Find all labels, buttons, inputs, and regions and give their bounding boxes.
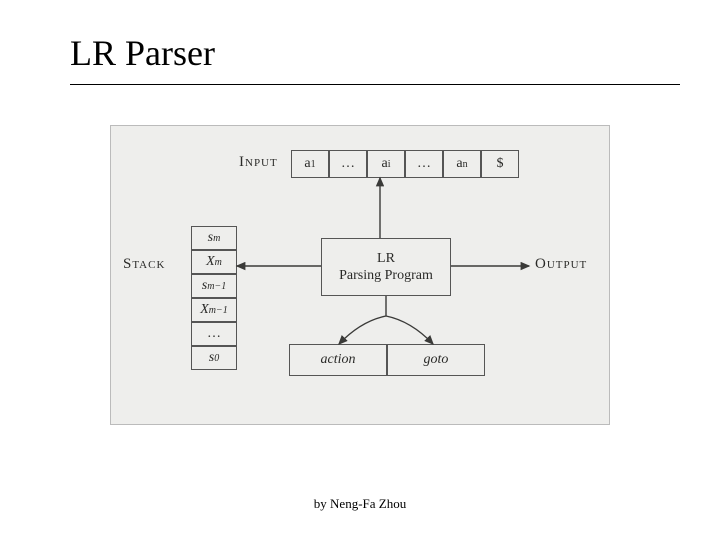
input-label: Input [239,154,278,171]
stack-cell: s0 [191,346,237,370]
input-cell: an [443,150,481,178]
slide: LR Parser Input Stack Output a1…ai…an$ s… [0,0,720,540]
input-cell: ai [367,150,405,178]
parser-box: LR Parsing Program [321,238,451,296]
input-cell: … [329,150,367,178]
input-cell: $ [481,150,519,178]
stack-cell: Xm−1 [191,298,237,322]
lr-parser-diagram: Input Stack Output a1…ai…an$ smXmsm−1Xm−… [110,125,610,425]
action-table-cell: action [289,344,387,376]
stack-cell: sm−1 [191,274,237,298]
stack-cell: … [191,322,237,346]
parser-line1: LR [377,250,395,268]
footer-byline: by Neng-Fa Zhou [0,496,720,512]
input-cell: a1 [291,150,329,178]
parser-line2: Parsing Program [339,267,433,285]
page-title: LR Parser [0,32,720,84]
goto-table-cell: goto [387,344,485,376]
input-cell: … [405,150,443,178]
stack-cell: sm [191,226,237,250]
stack-cell: Xm [191,250,237,274]
output-label: Output [535,256,587,273]
title-rule [70,84,680,85]
stack-label: Stack [123,256,165,273]
